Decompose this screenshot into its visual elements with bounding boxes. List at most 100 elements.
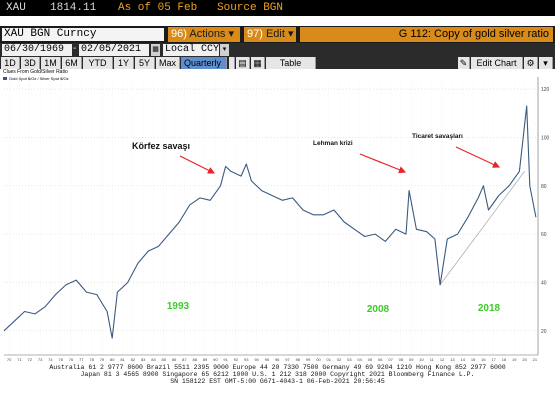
x-tick-label: 02 [337, 357, 342, 362]
last-price: 1814.11 [50, 2, 97, 14]
x-tick-label: 18 [502, 357, 507, 362]
frequency-label: Quarterly [184, 58, 222, 68]
period-1d-button[interactable]: 1D [1, 57, 20, 69]
edit-chart-button[interactable]: Edit Chart [471, 57, 523, 69]
year-label: 1993 [167, 301, 190, 312]
pencil-icon[interactable]: ✎ [458, 57, 470, 69]
frequency-select[interactable]: Quarterly ▾ [181, 57, 227, 80]
x-tick-label: 07 [388, 357, 393, 362]
x-tick-label: 01 [327, 357, 332, 362]
x-tick-label: 10 [419, 357, 424, 362]
x-tick-label: 97 [285, 357, 290, 362]
annotation-arrow [179, 155, 216, 174]
x-tick-label: 75 [58, 357, 63, 362]
x-tick-label: 20 [522, 357, 527, 362]
gold-silver-ratio-chart: Clues From Gold/Silver Ratio Gold Spot $… [3, 69, 550, 362]
x-tick-label: 17 [491, 357, 496, 362]
x-tick-label: 19 [512, 357, 517, 362]
x-tick-label: 98 [296, 357, 301, 362]
chart-panel: Clues From Gold/Silver Ratio Gold Spot $… [0, 69, 555, 400]
chart-type-icon[interactable]: ▤ [236, 57, 250, 69]
start-date-field[interactable]: 06/30/1969 [2, 44, 72, 56]
period-5y-button[interactable]: 5Y [135, 57, 155, 69]
x-tick-label: 16 [481, 357, 486, 362]
y-tick-label: 100 [541, 135, 550, 141]
chart-title-bar: G 112: Copy of gold silver ratio [300, 27, 553, 42]
x-tick-label: 94 [254, 357, 259, 362]
x-tick-label: 06 [378, 357, 383, 362]
currency-select[interactable]: Local CCY [163, 44, 220, 56]
footer-line: Australia 61 2 9777 8600 Brazil 5511 239… [49, 364, 506, 371]
footer-contacts: Australia 61 2 9777 8600 Brazil 5511 239… [0, 364, 555, 385]
year-label: 2018 [478, 303, 501, 314]
period-1m-button[interactable]: 1M [41, 57, 61, 69]
legend-swatch [3, 77, 7, 80]
x-tick-label: 21 [533, 357, 538, 362]
chevron-down-icon[interactable]: ▾ [220, 44, 229, 56]
x-tick-label: 92 [234, 357, 239, 362]
chevron-down-icon: ▾ [288, 28, 294, 40]
x-tick-label: 80 [110, 357, 115, 362]
x-tick-label: 77 [79, 357, 84, 362]
toolbar: XAU BGN Curncy 96) Actions ▾ 97) Edit ▾ … [0, 26, 555, 43]
footer-line: Japan 81 3 4565 8900 Singapore 65 6212 1… [80, 371, 475, 378]
x-tick-label: 70 [7, 357, 12, 362]
period-1y-button[interactable]: 1Y [114, 57, 134, 69]
period-ytd-button[interactable]: YTD [83, 57, 113, 69]
actions-button[interactable]: 96) Actions ▾ [168, 27, 240, 42]
period-6m-button[interactable]: 6M [62, 57, 82, 69]
x-tick-label: 15 [471, 357, 476, 362]
x-tick-label: 72 [28, 357, 33, 362]
annotation-label: Körfez savaşı [132, 141, 190, 151]
date-controls: 06/30/1969 - 02/05/2021 ▦ Local CCY ▾ [0, 43, 555, 57]
period-max-button[interactable]: Max [156, 57, 180, 69]
y-tick-label: 40 [541, 280, 547, 286]
x-tick-label: 76 [69, 357, 74, 362]
y-tick-label: 60 [541, 232, 547, 238]
legend-label: Gold Spot $/Oz / Silver Spot $/Oz [9, 76, 69, 81]
x-tick-label: 04 [357, 357, 362, 362]
x-tick-label: 89 [203, 357, 208, 362]
ticker-input[interactable]: XAU BGN Curncy [2, 28, 164, 41]
edit-button[interactable]: 97) Edit ▾ [244, 27, 296, 42]
x-tick-label: 90 [213, 357, 218, 362]
settings-icon[interactable]: ⚙ [524, 57, 538, 69]
actions-number: 96) [171, 28, 187, 40]
period-3d-button[interactable]: 3D [21, 57, 40, 69]
x-tick-label: 74 [48, 357, 53, 362]
x-tick-label: 11 [430, 357, 435, 362]
x-tick-label: 73 [38, 357, 43, 362]
as-of-date: As of 05 Feb [118, 2, 198, 14]
grid-icon[interactable]: ▦ [251, 57, 265, 69]
x-tick-label: 13 [450, 357, 455, 362]
annotation-label: Lehman krizi [313, 140, 353, 147]
y-tick-label: 20 [541, 329, 547, 335]
x-tick-label: 03 [347, 357, 352, 362]
table-button[interactable]: Table [266, 57, 316, 69]
x-tick-label: 05 [368, 357, 373, 362]
annotation-arrow [455, 146, 501, 168]
edit-label: Edit [265, 28, 285, 40]
x-tick-label: 12 [440, 357, 445, 362]
x-tick-label: 93 [244, 357, 249, 362]
annotation-arrow [359, 153, 407, 174]
edit-number: 97) [247, 28, 263, 40]
security-symbol: XAU [6, 2, 26, 14]
calendar-icon[interactable]: ▦ [151, 44, 160, 56]
footer-line: SN 158122 EST GMT-5:00 G671-4043-1 06-Fe… [170, 378, 385, 385]
separator [229, 57, 235, 69]
x-tick-label: 81 [120, 357, 125, 362]
chevron-down-icon[interactable]: ▾ [539, 57, 553, 69]
series-line [3, 105, 537, 339]
x-tick-label: 86 [172, 357, 177, 362]
end-date-field[interactable]: 02/05/2021 [79, 44, 149, 56]
trendline [439, 171, 525, 286]
header-bar: XAU 1814.11 As of 05 Feb Source BGN [0, 0, 555, 16]
x-tick-label: 85 [162, 357, 167, 362]
y-tick-label: 80 [541, 184, 547, 190]
actions-label: Actions [189, 28, 226, 40]
annotation-label: Ticaret savaşları [412, 133, 463, 140]
x-tick-label: 14 [461, 357, 466, 362]
x-tick-label: 78 [89, 357, 94, 362]
chart-title: Clues From Gold/Silver Ratio [3, 69, 68, 75]
